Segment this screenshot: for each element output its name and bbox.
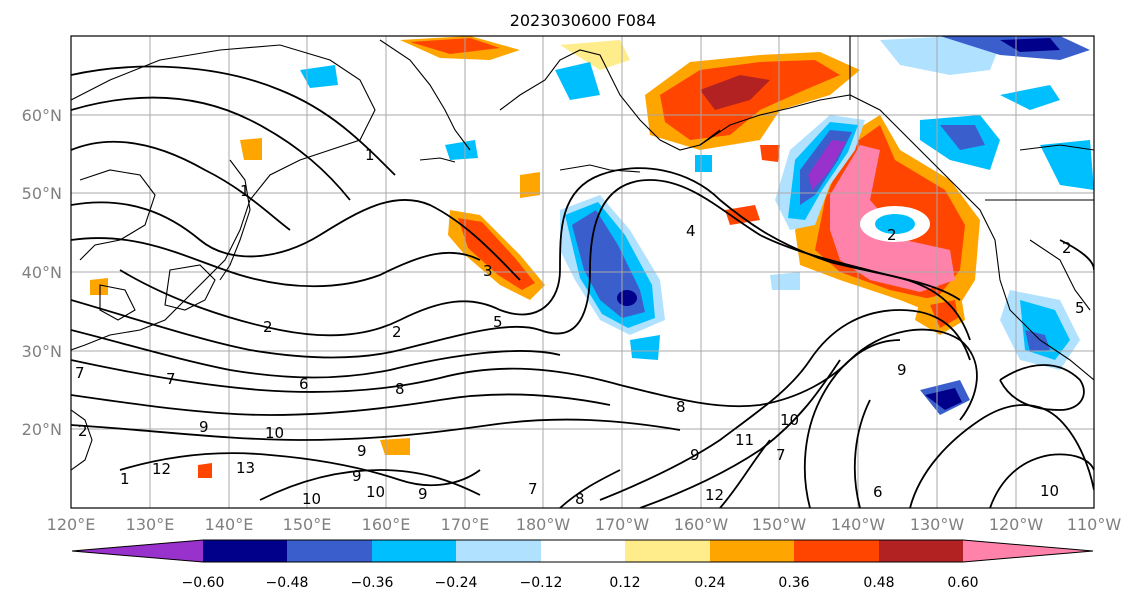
contour-label: 1	[240, 182, 250, 200]
map-area: 1 1 2 3 4 5 2 2 2 5 6 7 8 9 10 9 12 13 1…	[71, 36, 1094, 508]
contour-label: 13	[236, 459, 255, 477]
contour-label: 9	[352, 467, 362, 485]
longitude-labels: 120°E 130°E 140°E 150°E 160°E 170°E 180°…	[47, 515, 1122, 534]
contour-label: 10	[302, 490, 321, 508]
colorbar: −0.60 −0.48 −0.36 −0.24 −0.12 0.12 0.24 …	[71, 539, 1094, 591]
lon-label: 110°W	[1067, 515, 1122, 534]
contour-labels: 1 1 2 3 4 5 2 2 2 5 6 7 8 9 10 9 12 13 1…	[75, 146, 1085, 508]
lon-label: 120°E	[47, 515, 96, 534]
contour-label: 9	[418, 485, 428, 503]
contour-label: 2	[78, 422, 88, 440]
colorbar-swatch	[710, 540, 794, 562]
lat-label: 30°N	[22, 342, 62, 361]
colorbar-tick: 0.12	[609, 575, 640, 591]
colorbar-tick: 0.60	[947, 575, 978, 591]
lon-label: 120°W	[989, 515, 1044, 534]
lon-label: 150°W	[752, 515, 807, 534]
colorbar-tick: −0.36	[351, 575, 394, 591]
contour-label: 12	[152, 460, 171, 478]
lon-label: 130°W	[910, 515, 965, 534]
contour-label: 6	[299, 375, 309, 393]
contour-label: 9	[199, 418, 209, 436]
contour-label: 7	[528, 480, 538, 498]
contour-label: 10	[1040, 482, 1059, 500]
colorbar-swatch	[372, 540, 456, 562]
lat-label: 40°N	[22, 263, 62, 282]
contour-label: 2	[263, 318, 273, 336]
latitude-labels: 20°N 30°N 40°N 50°N 60°N	[22, 106, 62, 439]
colorbar-tick: 0.48	[863, 575, 894, 591]
coastlines	[71, 36, 1094, 471]
contour-label: 7	[776, 446, 786, 464]
contour-label: 2	[887, 226, 897, 244]
contour-label: 4	[686, 222, 696, 240]
colorbar-swatch	[963, 540, 1093, 562]
contour-label: 8	[575, 490, 585, 508]
colorbar-swatch	[287, 540, 372, 562]
colorbar-tick: −0.48	[266, 575, 309, 591]
colorbar-swatch	[72, 540, 203, 562]
contour-label: 8	[395, 380, 405, 398]
contour-label: 1	[120, 470, 130, 488]
shaded-anomalies	[90, 36, 1094, 478]
colorbar-tick: 0.24	[694, 575, 725, 591]
colorbar-tick: 0.36	[778, 575, 809, 591]
colorbar-swatch	[541, 540, 625, 562]
contour-label: 11	[735, 431, 754, 449]
contour-label: 1	[365, 146, 375, 164]
colorbar-swatch	[625, 540, 710, 562]
contour-label: 2	[392, 323, 402, 341]
colorbar-tick: −0.60	[182, 575, 225, 591]
contour-label: 10	[366, 483, 385, 501]
lon-label: 180°W	[516, 515, 571, 534]
contour-label: 9	[357, 442, 367, 460]
colorbar-tick: −0.12	[520, 575, 563, 591]
contour-label: 9	[897, 361, 907, 379]
contour-label: 8	[676, 398, 686, 416]
contour-label: 10	[780, 411, 799, 429]
contour-label: 3	[483, 262, 493, 280]
lat-label: 50°N	[22, 184, 62, 203]
contour-label: 9	[690, 446, 700, 464]
lon-label: 160°E	[362, 515, 411, 534]
colorbar-swatch	[203, 540, 287, 562]
height-contours	[71, 65, 1094, 508]
colorbar-swatch	[879, 540, 963, 562]
lat-label: 60°N	[22, 106, 62, 125]
colorbar-swatches	[72, 540, 1093, 562]
contour-label: 12	[705, 486, 724, 504]
lon-label: 170°E	[441, 515, 490, 534]
colorbar-outline	[71, 539, 1094, 563]
lon-label: 140°W	[831, 515, 886, 534]
colorbar-swatch	[794, 540, 879, 562]
contour-label: 7	[166, 370, 176, 388]
map-frame	[70, 35, 1095, 509]
contour-label: 5	[493, 313, 503, 331]
contour-label: 6	[873, 483, 883, 501]
contour-label: 2	[1062, 239, 1072, 257]
contour-label: 5	[1075, 299, 1085, 317]
colorbar-swatch	[456, 540, 541, 562]
figure-title: 2023030600 F084	[510, 11, 657, 30]
contour-label: 7	[75, 364, 85, 382]
lon-label: 140°E	[205, 515, 254, 534]
lon-label: 160°W	[674, 515, 729, 534]
lon-label: 130°E	[126, 515, 175, 534]
lon-label: 150°E	[283, 515, 332, 534]
contour-label: 10	[265, 424, 284, 442]
lat-label: 20°N	[22, 420, 62, 439]
colorbar-tick: −0.24	[435, 575, 478, 591]
lon-label: 170°W	[595, 515, 650, 534]
